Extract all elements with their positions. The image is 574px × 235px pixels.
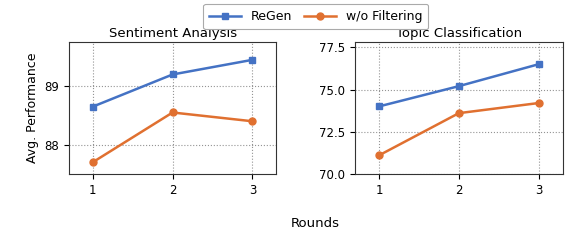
Title: Topic Classification: Topic Classification bbox=[395, 27, 522, 40]
Text: Rounds: Rounds bbox=[291, 217, 340, 230]
Y-axis label: Avg. Performance: Avg. Performance bbox=[26, 53, 38, 163]
Legend: ReGen, w/o Filtering: ReGen, w/o Filtering bbox=[203, 4, 428, 29]
Title: Sentiment Analysis: Sentiment Analysis bbox=[108, 27, 236, 40]
